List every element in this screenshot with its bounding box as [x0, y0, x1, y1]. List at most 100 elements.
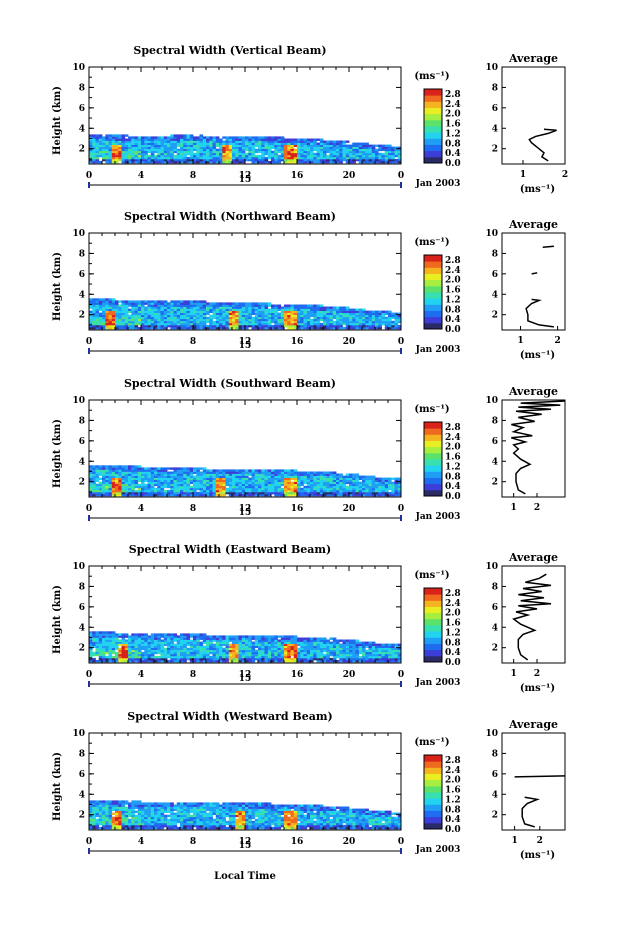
heatmap-cell: [304, 139, 308, 141]
heatmap-cell: [317, 476, 321, 478]
heatmap-cell: [135, 309, 139, 311]
heatmap-cell: [242, 157, 246, 159]
heatmap-cell: [271, 635, 275, 637]
heatmap-cell: [122, 652, 126, 654]
heatmap-cell: [362, 157, 366, 159]
colorbar-swatch: [424, 428, 442, 435]
heatmap-cell: [183, 652, 187, 654]
heatmap-cell: [131, 143, 135, 145]
heatmap-cell: [242, 652, 246, 654]
heatmap-cell: [346, 323, 350, 325]
heatmap-cell: [281, 469, 285, 471]
heatmap-cell: [339, 149, 343, 151]
heatmap-cell: [359, 309, 363, 311]
heatmap-cell: [359, 315, 363, 317]
heatmap-cell: [200, 134, 204, 136]
heatmap-cell: [144, 476, 148, 478]
heatmap-cell: [333, 486, 337, 488]
heatmap-cell: [294, 482, 298, 484]
heatmap-cell: [213, 157, 217, 159]
heatmap-cell: [239, 315, 243, 317]
heatmap-cell: [213, 139, 217, 141]
y-axis-label: Height (km): [52, 419, 63, 488]
heatmap-cell: [154, 136, 158, 138]
heatmap-cell: [281, 136, 285, 138]
heatmap-cell: [281, 652, 285, 654]
heatmap-cell: [239, 309, 243, 311]
heatmap-cell: [297, 157, 301, 159]
heatmap-cell: [245, 472, 249, 474]
heatmap-cell: [375, 157, 379, 159]
heatmap-cell: [261, 642, 265, 644]
heatmap-cell: [196, 492, 200, 494]
heatmap-cell: [320, 652, 324, 654]
heatmap-cell: [180, 648, 184, 650]
heatmap-cell: [255, 490, 259, 492]
heatmap-cell: [330, 490, 334, 492]
heatmap-cell: [157, 157, 161, 159]
heatmap-cell: [177, 300, 181, 302]
heatmap-cell: [352, 490, 356, 492]
heatmap-cell: [138, 323, 142, 325]
heatmap-cell: [336, 660, 340, 662]
heatmap-cell: [196, 467, 200, 469]
heatmap-cell: [92, 642, 96, 644]
heatmap-cell: [187, 642, 191, 644]
heatmap-cell: [235, 476, 239, 478]
heatmap-cell: [206, 136, 210, 138]
heatmap-cell: [323, 648, 327, 650]
heatmap-cell: [252, 317, 256, 319]
heatmap-cell: [92, 153, 96, 155]
heatmap-cell: [229, 652, 233, 654]
y-tick-label: 6: [79, 104, 85, 114]
heatmap-cell: [203, 633, 207, 635]
heatmap-cell: [294, 469, 298, 471]
heatmap-cell: [122, 134, 126, 136]
heatmap-cell: [378, 478, 382, 480]
colorbar-swatch: [424, 304, 442, 311]
heatmap-cell: [196, 638, 200, 640]
heatmap-cell: [216, 139, 220, 141]
heatmap-cell: [235, 642, 239, 644]
heatmap-cell: [326, 141, 330, 143]
heatmap-cell: [242, 635, 246, 637]
heatmap-cell: [190, 323, 194, 325]
heatmap-cell: [242, 136, 246, 138]
heatmap-cell: [336, 143, 340, 145]
heatmap-cell: [183, 472, 187, 474]
heatmap-cell: [209, 472, 213, 474]
heatmap-cell: [300, 149, 304, 151]
heatmap-cell: [352, 642, 356, 644]
heatmap-cell: [271, 469, 275, 471]
heatmap-cell: [271, 656, 275, 658]
heatmap-cell: [109, 319, 113, 321]
colorbar-swatch: [424, 459, 442, 466]
heatmap-cell: [196, 319, 200, 321]
heatmap-cell: [187, 467, 191, 469]
heatmap-cell: [190, 315, 194, 317]
heatmap-cell: [378, 149, 382, 151]
heatmap-cell: [118, 305, 122, 307]
heatmap-cell: [330, 476, 334, 478]
heatmap-cell: [170, 153, 174, 155]
heatmap-cell: [167, 302, 171, 304]
heatmap-cell: [125, 476, 129, 478]
heatmap-cell: [229, 139, 233, 141]
heatmap-cell: [135, 652, 139, 654]
heatmap-cell: [167, 157, 171, 159]
heatmap-cell: [362, 153, 366, 155]
heatmap-cell: [278, 642, 282, 644]
heatmap-cell: [128, 638, 132, 640]
heatmap-cell: [333, 642, 337, 644]
heatmap-cell: [102, 298, 106, 300]
heatmap-cell: [99, 315, 103, 317]
heatmap-cell: [170, 319, 174, 321]
heatmap-cell: [177, 134, 181, 136]
heatmap-cell: [112, 486, 116, 488]
heatmap-cell: [219, 652, 223, 654]
heatmap-cell: [141, 482, 145, 484]
heatmap-cell: [154, 482, 158, 484]
heatmap-cell: [284, 490, 288, 492]
heatmap-cell: [96, 490, 100, 492]
heatmap-cell: [99, 153, 103, 155]
